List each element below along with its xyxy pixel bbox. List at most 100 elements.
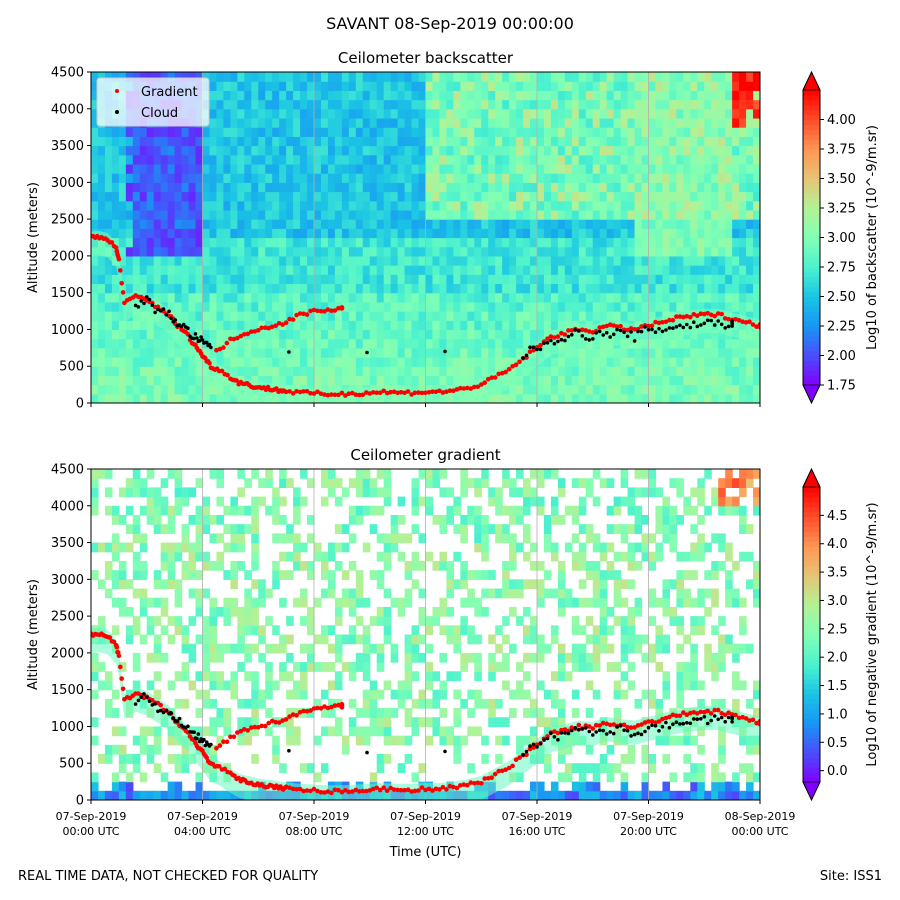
gradient-heat-cell bbox=[404, 533, 413, 544]
backscatter-heat-cell bbox=[571, 357, 580, 367]
gradient-heat-cell bbox=[404, 708, 413, 718]
backscatter-heat-cell bbox=[516, 200, 524, 211]
backscatter-marker-gradient bbox=[754, 324, 759, 330]
backscatter-heat-cell bbox=[202, 209, 211, 220]
gradient-heat-cell bbox=[125, 625, 134, 636]
backscatter-heat-cell bbox=[244, 182, 252, 193]
backscatter-heat-cell bbox=[265, 292, 273, 303]
backscatter-heat-cell bbox=[146, 274, 155, 285]
gradient-heat-cell bbox=[432, 469, 441, 479]
backscatter-heat-cell bbox=[195, 283, 204, 294]
backscatter-heat-cell bbox=[139, 329, 148, 340]
gradient-heat-cell bbox=[132, 478, 141, 488]
gradient-heat-cell bbox=[104, 754, 113, 764]
backscatter-marker-cloud bbox=[674, 325, 679, 329]
gradient-heat-cell bbox=[383, 616, 392, 626]
backscatter-heat-cell bbox=[432, 182, 441, 193]
gradient-heat-cell bbox=[411, 625, 420, 636]
gradient-heat-cell bbox=[188, 652, 197, 663]
backscatter-heat-cell bbox=[111, 357, 120, 367]
backscatter-heat-cell bbox=[753, 393, 760, 403]
backscatter-heat-cell bbox=[355, 375, 364, 386]
backscatter-heat-cell bbox=[167, 366, 176, 377]
gradient-heat-cell bbox=[481, 524, 489, 534]
backscatter-heat-cell bbox=[104, 338, 113, 349]
backscatter-heat-cell bbox=[502, 311, 510, 321]
backscatter-heat-cell bbox=[334, 338, 343, 349]
backscatter-marker-gradient bbox=[513, 362, 519, 368]
gradient-heat-cell bbox=[320, 469, 329, 479]
gradient-heat-cell bbox=[146, 469, 155, 479]
backscatter-heat-cell bbox=[425, 329, 434, 340]
backscatter-heat-cell bbox=[620, 145, 629, 156]
backscatter-heat-cell bbox=[244, 228, 252, 239]
gradient-field bbox=[91, 469, 760, 800]
backscatter-heat-cell bbox=[739, 283, 747, 294]
backscatter-heat-cell bbox=[369, 72, 378, 82]
backscatter-heat-cell bbox=[91, 145, 99, 156]
gradient-heat-cell bbox=[404, 588, 413, 599]
gradient-heat-cell bbox=[320, 726, 329, 737]
backscatter-heat-cell bbox=[118, 393, 127, 403]
backscatter-marker-cloud bbox=[209, 345, 213, 350]
backscatter-heat-cell bbox=[753, 366, 760, 377]
backscatter-heat-cell bbox=[523, 127, 531, 137]
gradient-heat-cell bbox=[495, 643, 503, 654]
backscatter-heat-cell bbox=[488, 366, 496, 377]
backscatter-heat-cell bbox=[258, 173, 266, 183]
backscatter-heat-cell bbox=[320, 347, 329, 358]
backscatter-heat-cell bbox=[390, 237, 399, 248]
backscatter-heat-cell bbox=[704, 145, 712, 156]
backscatter-marker-cloud bbox=[145, 295, 149, 299]
backscatter-heat-cell bbox=[481, 228, 489, 239]
backscatter-heat-cell bbox=[516, 127, 524, 137]
backscatter-heat-cell bbox=[202, 347, 211, 358]
backscatter-heat-cell bbox=[418, 72, 427, 82]
gradient-heat-cell bbox=[474, 634, 482, 645]
backscatter-heat-cell bbox=[167, 274, 176, 285]
backscatter-heat-cell bbox=[132, 366, 141, 377]
gradient-heat-cell bbox=[523, 735, 531, 746]
backscatter-heat-cell bbox=[697, 338, 705, 349]
backscatter-colorbar-segment bbox=[803, 183, 820, 189]
backscatter-heat-cell bbox=[125, 136, 134, 147]
backscatter-heat-cell bbox=[411, 347, 420, 358]
backscatter-heat-cell bbox=[237, 237, 245, 248]
backscatter-heat-cell bbox=[564, 127, 573, 137]
backscatter-heat-cell bbox=[118, 173, 127, 183]
backscatter-heat-cell bbox=[153, 255, 162, 266]
gradient-heat-cell bbox=[509, 487, 517, 498]
backscatter-heat-cell bbox=[202, 384, 211, 395]
backscatter-heat-cell bbox=[153, 384, 162, 395]
backscatter-heat-cell bbox=[676, 154, 684, 165]
backscatter-marker-gradient bbox=[287, 316, 292, 322]
backscatter-heat-cell bbox=[111, 338, 120, 349]
backscatter-heat-cell bbox=[376, 117, 385, 128]
backscatter-heat-cell bbox=[641, 173, 650, 183]
backscatter-heat-cell bbox=[746, 384, 754, 395]
backscatter-heat-cell bbox=[418, 191, 427, 202]
backscatter-heat-cell bbox=[732, 255, 740, 266]
backscatter-heat-cell bbox=[495, 393, 503, 403]
backscatter-heat-cell bbox=[418, 90, 427, 101]
gradient-heat-cell bbox=[334, 542, 343, 553]
backscatter-marker-cloud bbox=[660, 329, 665, 334]
backscatter-heat-cell bbox=[432, 320, 441, 331]
gradient-heat-cell bbox=[460, 560, 468, 571]
backscatter-heat-cell bbox=[195, 228, 204, 239]
backscatter-heat-cell bbox=[223, 265, 231, 275]
backscatter-heat-cell bbox=[348, 255, 357, 266]
backscatter-heat-cell bbox=[467, 329, 475, 340]
backscatter-heat-cell bbox=[655, 311, 664, 321]
backscatter-heat-cell bbox=[188, 209, 197, 220]
backscatter-heat-cell bbox=[571, 200, 580, 211]
backscatter-heat-cell bbox=[557, 117, 566, 128]
gradient-heat-cell bbox=[272, 570, 280, 580]
backscatter-heat-cell bbox=[460, 274, 468, 285]
backscatter-heat-cell bbox=[550, 274, 559, 285]
backscatter-heat-cell bbox=[300, 81, 308, 91]
backscatter-heat-cell bbox=[746, 375, 754, 386]
backscatter-heat-cell bbox=[439, 283, 448, 294]
backscatter-heat-cell bbox=[237, 173, 245, 183]
backscatter-heat-cell bbox=[446, 265, 454, 275]
